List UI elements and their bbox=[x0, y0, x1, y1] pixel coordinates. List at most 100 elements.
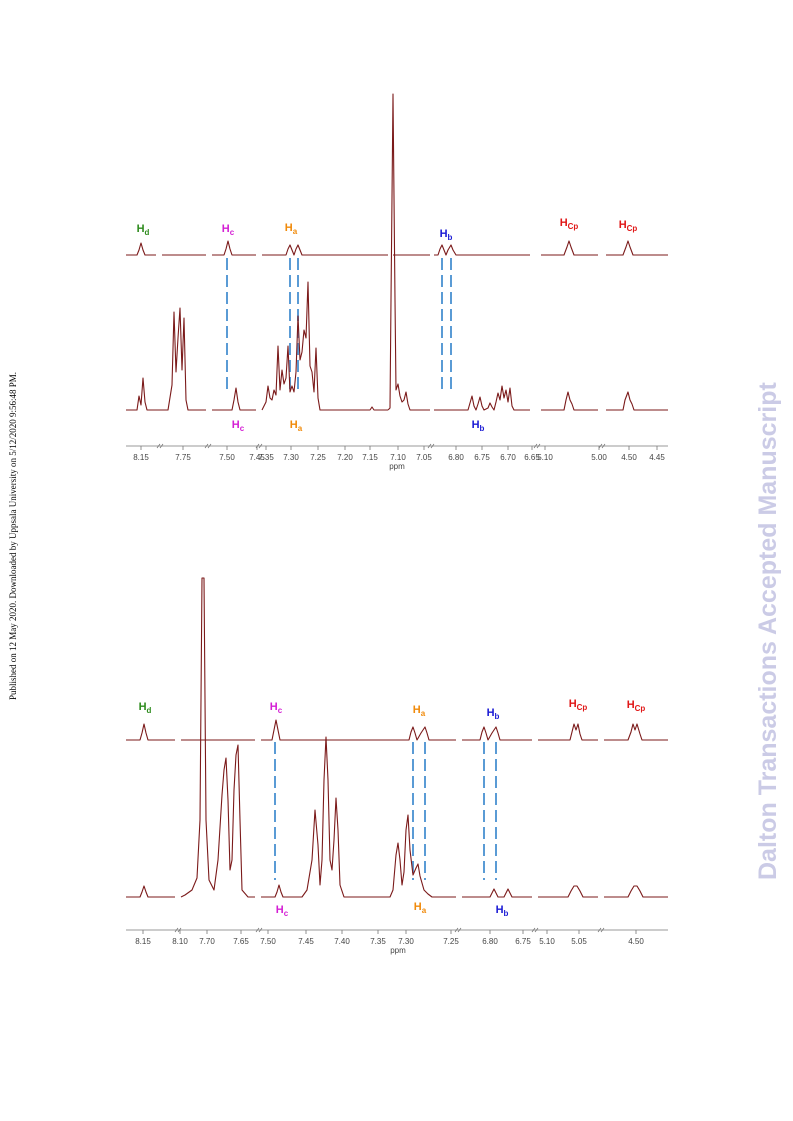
publication-note-text: Published on 12 May 2020. Downloaded by … bbox=[8, 372, 18, 700]
peak-label-hd-upper: Hd bbox=[137, 223, 150, 237]
axis-break-mark bbox=[597, 927, 605, 933]
axis-tick-label: 7.35 bbox=[258, 453, 274, 462]
peak-label-hc-upper: Hc bbox=[222, 223, 235, 237]
lower-trace-seg-solvent bbox=[387, 93, 430, 411]
axis-tick-label: 6.80 bbox=[448, 453, 464, 462]
axis-break-mark bbox=[427, 443, 435, 449]
axis-break-mark bbox=[531, 927, 539, 933]
axis-break-mark bbox=[454, 927, 462, 933]
peak-label-hcp-upper: HCp bbox=[560, 217, 579, 231]
axis-break-mark bbox=[533, 443, 541, 449]
watermark-text: Dalton Transactions Accepted Manuscript bbox=[754, 382, 782, 880]
peak-label-hc-lower: Hc bbox=[276, 904, 289, 918]
peak-label-hcp-upper: HCp bbox=[627, 699, 646, 713]
axis-tick-label: 7.10 bbox=[390, 453, 406, 462]
peak-label-ha-upper: Ha bbox=[413, 704, 426, 718]
nmr-figure-top: 8.15 7.75 7.50 7.457.35 7.30 7.25 7.20 7.15 7.10… bbox=[126, 93, 668, 471]
axis-tick-label: 6.75 bbox=[474, 453, 490, 462]
x-axis: 8.15 7.75 7.50 7.457.35 7.30 7.25 7.20 7.15 7.10… bbox=[126, 443, 668, 471]
axis-tick-label: 7.70 bbox=[199, 937, 215, 946]
upper-trace-seg-hc bbox=[261, 719, 402, 741]
lower-trace-seg-5 bbox=[538, 885, 598, 898]
axis-break-mark bbox=[598, 443, 606, 449]
axis-tick-label: 7.50 bbox=[260, 937, 276, 946]
axis-tick-label: 7.40 bbox=[334, 937, 350, 946]
axis-tick-label: 7.20 bbox=[337, 453, 353, 462]
axis-tick-label: 6.75 bbox=[515, 937, 531, 946]
upper-trace-seg-hb bbox=[462, 726, 532, 741]
lower-trace-seg-4 bbox=[462, 888, 532, 898]
upper-trace bbox=[126, 719, 668, 741]
axis-tick-label: 4.50 bbox=[628, 937, 644, 946]
x-axis: 8.15 8.10 7.70 7.65 7.50 7.45 7.40 7.35 7.30 7.25… bbox=[126, 927, 668, 955]
lower-trace-seg-1 bbox=[126, 307, 206, 411]
peak-labels: Hd Hc Ha Hb HCp HCp Hc Ha Hb bbox=[137, 217, 638, 433]
axis-tick-label: 5.10 bbox=[539, 937, 555, 946]
upper-trace-seg-hd bbox=[126, 723, 175, 741]
axis-tick-label: 6.80 bbox=[482, 937, 498, 946]
nmr-figure-bottom: 8.15 8.10 7.70 7.65 7.50 7.45 7.40 7.35 7.30 7.25… bbox=[126, 577, 668, 955]
lower-trace-seg-2 bbox=[180, 577, 255, 898]
axis-tick-label: 8.10 bbox=[172, 937, 188, 946]
axis-break-mark bbox=[204, 443, 212, 449]
axis-tick-label: 4.45 bbox=[649, 453, 665, 462]
axis-break-mark bbox=[174, 927, 182, 933]
peak-label-ha-lower: Ha bbox=[414, 901, 427, 915]
lower-trace-seg-3 bbox=[261, 281, 388, 411]
upper-trace-seg-ha bbox=[402, 726, 456, 741]
upper-trace bbox=[126, 240, 668, 256]
peak-label-hd-upper: Hd bbox=[139, 701, 152, 715]
axis-tick-label: 7.15 bbox=[362, 453, 378, 462]
axis-tick-label: 7.30 bbox=[398, 937, 414, 946]
axis-tick-label: 8.15 bbox=[133, 453, 149, 462]
peak-label-hb-lower: Hb bbox=[496, 904, 509, 918]
peak-label-hb-upper: Hb bbox=[487, 707, 500, 721]
axis-tick-labels: 8.15 7.75 7.50 7.457.35 7.30 7.25 7.20 7.15 7.10… bbox=[133, 453, 665, 462]
axis-ticks bbox=[142, 927, 637, 934]
upper-trace-seg-hcp-1 bbox=[538, 723, 598, 741]
lower-trace-seg-1 bbox=[126, 885, 175, 898]
peak-label-hcp-upper: HCp bbox=[569, 698, 588, 712]
peak-label-hb-lower: Hb bbox=[472, 419, 485, 433]
watermark: Dalton Transactions Accepted Manuscript bbox=[754, 382, 782, 880]
peak-label-hc-lower: Hc bbox=[232, 419, 245, 433]
axis-tick-label: 5.05 bbox=[571, 937, 587, 946]
upper-trace-seg-hcp-2 bbox=[604, 723, 668, 741]
axis-tick-label: 7.35 bbox=[370, 937, 386, 946]
peak-label-hcp-upper: HCp bbox=[619, 219, 638, 233]
axis-tick-label: 7.25 bbox=[443, 937, 459, 946]
upper-trace-seg-hcp-1 bbox=[541, 240, 598, 256]
axis-tick-label: 6.70 bbox=[500, 453, 516, 462]
axis-tick-label: 5.00 bbox=[591, 453, 607, 462]
peak-label-ha-upper: Ha bbox=[285, 222, 298, 236]
upper-trace-seg-hc bbox=[212, 240, 256, 256]
axis-title: ppm bbox=[390, 946, 406, 955]
axis-tick-labels: 8.15 8.10 7.70 7.65 7.50 7.45 7.40 7.35 7.30 7.25… bbox=[135, 937, 644, 946]
axis-title: ppm bbox=[389, 462, 405, 471]
peak-label-hc-upper: Hc bbox=[270, 701, 283, 715]
axis-tick-label: 6.65 bbox=[524, 453, 540, 462]
lower-trace-seg-6 bbox=[604, 885, 668, 898]
axis-tick-label: 4.50 bbox=[621, 453, 637, 462]
axis-tick-label: 7.45 bbox=[249, 453, 265, 462]
axis-tick-label: 7.50 bbox=[219, 453, 235, 462]
lower-trace-seg-6 bbox=[606, 391, 668, 411]
axis-break-mark bbox=[255, 443, 263, 449]
lower-trace-seg-4 bbox=[434, 385, 530, 411]
axis-tick-label: 7.65 bbox=[233, 937, 249, 946]
axis-break-mark bbox=[255, 927, 263, 933]
peak-label-hb-upper: Hb bbox=[440, 228, 453, 242]
lower-trace-seg-3 bbox=[261, 736, 456, 898]
lower-trace-seg-2 bbox=[212, 387, 256, 411]
upper-trace-seg-hd bbox=[126, 242, 156, 256]
axis-tick-label: 7.45 bbox=[298, 937, 314, 946]
peak-label-ha-lower: Ha bbox=[290, 419, 303, 433]
axis-tick-label: 7.25 bbox=[310, 453, 326, 462]
axis-tick-label: 7.30 bbox=[283, 453, 299, 462]
axis-tick-label: 8.15 bbox=[135, 937, 151, 946]
axis-break-mark bbox=[156, 443, 164, 449]
upper-trace-seg-ha bbox=[262, 244, 388, 256]
publication-note: Published on 12 May 2020. Downloaded by … bbox=[8, 372, 18, 700]
axis-tick-label: 7.75 bbox=[175, 453, 191, 462]
guide-lines bbox=[274, 742, 497, 880]
